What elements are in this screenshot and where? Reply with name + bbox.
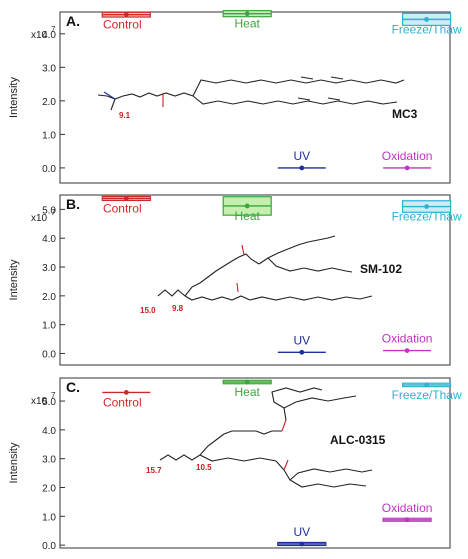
y-tick-label: 4.0 — [42, 30, 56, 41]
series-label: Freeze/Thaw — [392, 22, 462, 36]
y-axis-label: Intensity — [8, 259, 20, 300]
data-point — [424, 382, 429, 388]
series-label: Oxidation — [382, 501, 433, 515]
mc3-structure — [97, 76, 405, 111]
pka-label: 9.1 — [119, 111, 131, 120]
data-point — [123, 390, 129, 395]
series-uv: UV — [277, 149, 326, 171]
y-exponent: x10 — [31, 396, 48, 407]
y-axis-label: Intensity — [8, 442, 20, 483]
y-tick-label: 3.0 — [42, 263, 56, 274]
pka-label: 15.0 — [140, 306, 156, 315]
y-tick-label: 1.0 — [42, 130, 56, 141]
data-point — [299, 541, 305, 547]
data-point — [123, 196, 129, 201]
molecule-label: MC3 — [392, 107, 418, 121]
y-axis-label: Intensity — [8, 77, 20, 118]
series-control: Control — [101, 195, 151, 215]
molecule-label: ALC-0315 — [330, 433, 386, 447]
series-label: UV — [293, 525, 310, 539]
series-label: Control — [103, 395, 142, 409]
data-point — [244, 379, 250, 385]
y-exponent: x10 — [31, 30, 48, 41]
series-freeze-thaw: Freeze/Thaw — [392, 382, 462, 402]
data-point — [123, 12, 129, 18]
panel-frame — [59, 377, 451, 549]
pka-label: 10.5 — [196, 463, 212, 472]
y-tick-label: 2.0 — [42, 97, 56, 108]
series-label: Control — [103, 18, 142, 32]
y-tick-label: 5.0 — [42, 397, 56, 408]
data-point — [244, 203, 250, 209]
data-point — [424, 16, 429, 22]
series-oxidation: Oxidation — [382, 332, 433, 353]
y-tick-label: 0.0 — [42, 541, 56, 552]
data-point — [404, 165, 410, 171]
y-exponent: x10 — [31, 213, 48, 224]
series-oxidation: Oxidation — [382, 501, 433, 523]
series-label: UV — [293, 149, 310, 163]
series-control: Control — [101, 11, 151, 32]
series-heat: Heat — [222, 10, 272, 31]
y-exponent-power: 7 — [51, 391, 56, 400]
series-freeze-thaw: Freeze/Thaw — [392, 12, 462, 36]
panel-frame — [59, 194, 451, 366]
series-control: Control — [102, 390, 151, 409]
series-label: Heat — [235, 209, 261, 223]
data-point — [424, 204, 429, 209]
series-label: Freeze/Thaw — [392, 388, 462, 402]
data-point — [299, 349, 305, 355]
alc-0315-structure — [159, 387, 373, 488]
panel-label: A. — [66, 13, 80, 29]
series-label: Freeze/Thaw — [392, 210, 462, 224]
data-point — [404, 517, 410, 523]
series-label: UV — [293, 333, 310, 347]
y-tick-label: 3.0 — [42, 63, 56, 74]
y-tick-label: 4.0 — [42, 426, 56, 437]
y-tick-label: 2.0 — [42, 292, 56, 303]
panel-label: B. — [66, 196, 80, 212]
series-uv: UV — [277, 333, 326, 355]
data-point — [299, 165, 305, 171]
series-label: Heat — [235, 385, 261, 399]
data-point — [404, 348, 410, 353]
pka-label: 15.7 — [146, 466, 162, 475]
y-tick-label: 0.0 — [42, 164, 56, 175]
series-freeze-thaw: Freeze/Thaw — [392, 200, 462, 224]
y-tick-label: 5.0 — [42, 205, 56, 216]
y-tick-label: 3.0 — [42, 455, 56, 466]
y-tick-label: 4.0 — [42, 234, 56, 245]
series-label: Oxidation — [382, 149, 433, 163]
series-label: Heat — [235, 17, 261, 31]
y-exponent-power: 7 — [51, 208, 56, 217]
pka-label: 9.8 — [172, 304, 184, 313]
series-heat: Heat — [222, 196, 272, 223]
y-tick-label: 0.0 — [42, 349, 56, 360]
molecule-label: SM-102 — [360, 262, 402, 276]
series-heat: Heat — [222, 379, 272, 399]
series-uv: UV — [277, 525, 327, 547]
y-tick-label: 1.0 — [42, 512, 56, 523]
y-exponent-power: 7 — [51, 25, 56, 34]
panel-label: C. — [66, 379, 80, 395]
data-point — [244, 11, 250, 17]
y-tick-label: 2.0 — [42, 483, 56, 494]
series-label: Oxidation — [382, 332, 433, 346]
series-oxidation: Oxidation — [382, 149, 433, 171]
sm-102-structure — [157, 235, 373, 301]
y-tick-label: 1.0 — [42, 321, 56, 332]
series-label: Control — [103, 201, 142, 215]
